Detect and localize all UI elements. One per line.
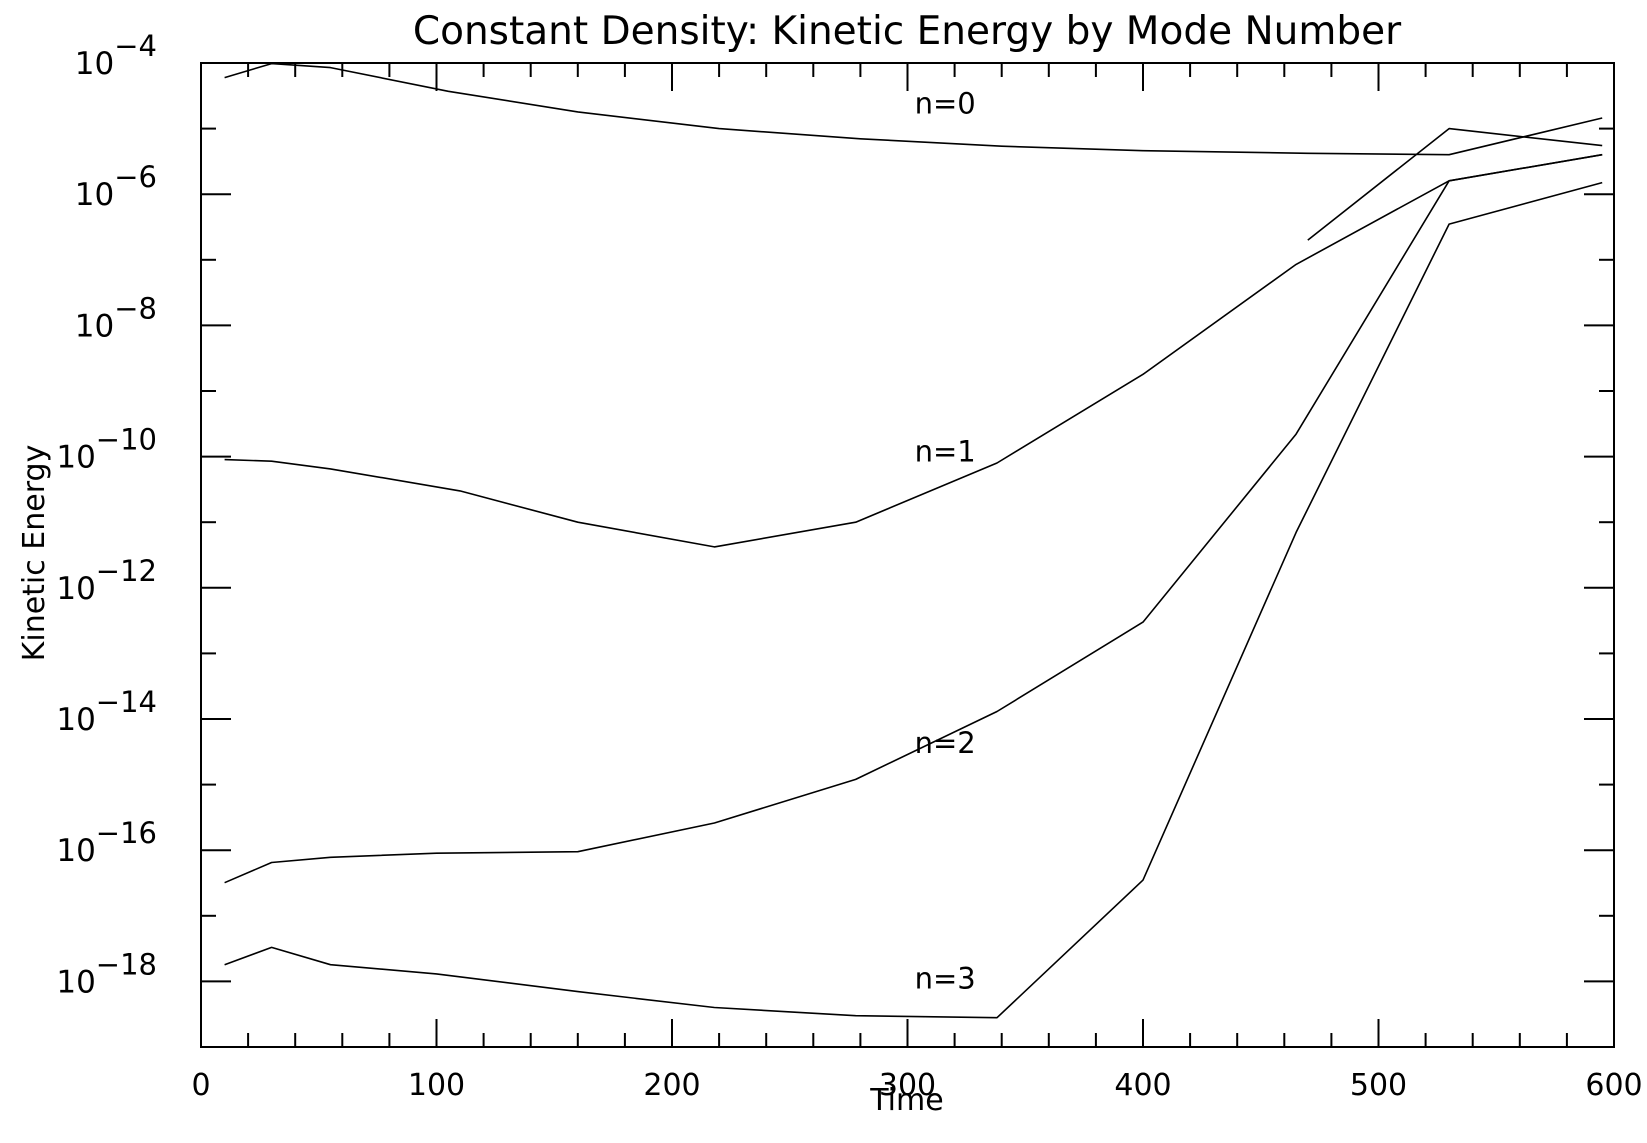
y-tick-label: 10−10 <box>56 423 157 476</box>
x-tick-label: 400 <box>1114 1068 1171 1103</box>
plot-frame <box>200 62 1615 1048</box>
series-line <box>224 62 1603 156</box>
series-line <box>224 153 1603 548</box>
x-tick-label: 0 <box>191 1068 210 1103</box>
x-tick-label: 200 <box>643 1068 700 1103</box>
y-tick-label: 10−6 <box>75 160 157 213</box>
series-line <box>1307 127 1603 241</box>
y-tick-label: 10−12 <box>56 554 157 607</box>
x-tick-label: 600 <box>1585 1068 1642 1103</box>
chart-title: Constant Density: Kinetic Energy by Mode… <box>413 9 1402 54</box>
series-annotation: n=2 <box>915 726 976 760</box>
series-annotation: n=1 <box>915 434 976 468</box>
x-axis-label: Time <box>869 1083 943 1118</box>
y-tick-label: 10−18 <box>56 947 157 1000</box>
axis-ticks <box>200 62 1615 1048</box>
y-tick-label: 10−14 <box>56 685 157 738</box>
y-tick-label: 10−16 <box>56 816 157 869</box>
series-lines <box>224 62 1603 1019</box>
x-tick-label: 100 <box>408 1068 465 1103</box>
series-line <box>224 153 1603 884</box>
y-tick-label: 10−8 <box>75 291 157 344</box>
y-tick-labels: 10−4 10−6 10−8 10−10 10−12 10−14 10−16 10−18 <box>56 29 157 1000</box>
y-axis-label: Kinetic Energy <box>17 445 52 662</box>
x-tick-labels: 0 100 200 300 400 500 600 <box>191 1068 1642 1103</box>
y-tick-label: 10−4 <box>75 29 157 82</box>
x-tick-label: 300 <box>879 1068 936 1103</box>
x-tick-label: 500 <box>1350 1068 1407 1103</box>
series-annotations: n=0 n=1 n=2 n=3 <box>915 87 976 996</box>
series-line <box>224 181 1603 1019</box>
series-annotation: n=3 <box>915 962 976 996</box>
series-annotation: n=0 <box>915 87 976 121</box>
